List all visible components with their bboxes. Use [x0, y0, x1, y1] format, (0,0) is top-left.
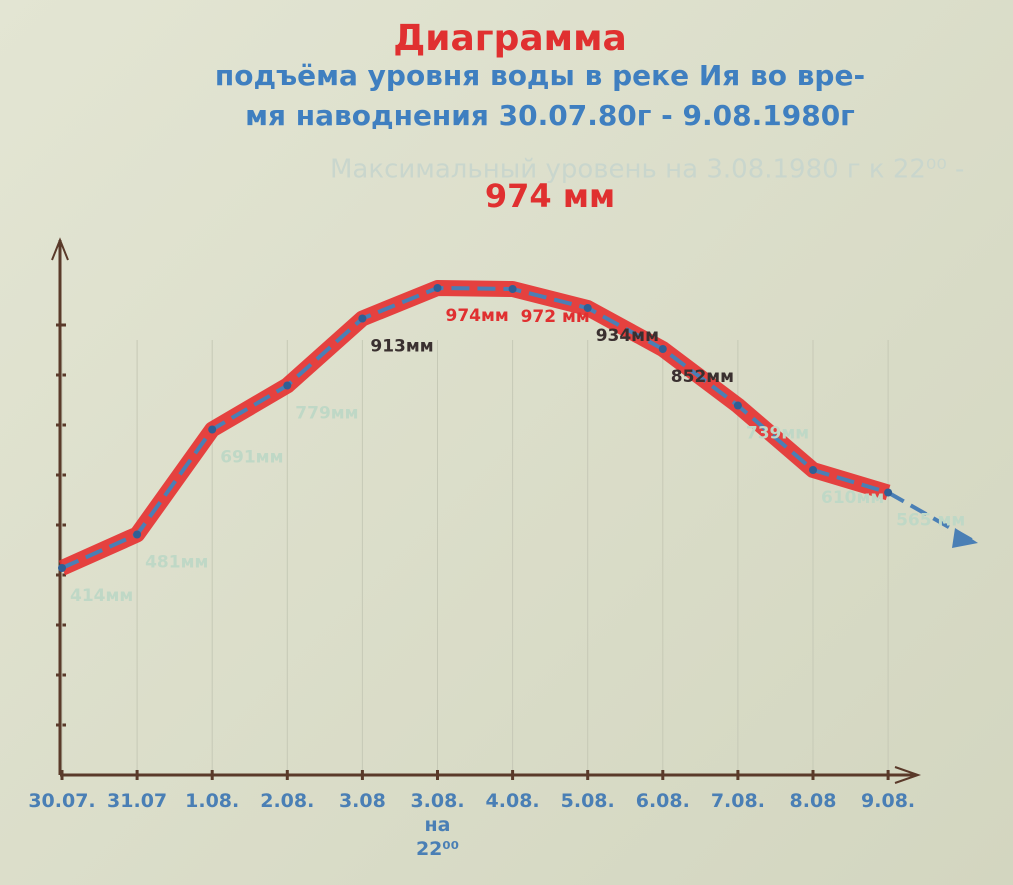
data-label: 974мм [446, 306, 509, 326]
x-tick-label: 7.08. [710, 790, 765, 812]
point [208, 425, 217, 434]
x-tick-label: 5.08. [560, 790, 615, 812]
data-label: 852мм [671, 367, 734, 387]
annotation-value: 974 мм [485, 177, 615, 215]
point [809, 466, 817, 474]
line [61, 285, 889, 570]
x-tick-label: 9.08. [861, 790, 916, 812]
x-tick-label: 31.07 [107, 790, 168, 812]
annotation: Максимальный уровень на 3.08.1980 г к 22… [330, 155, 964, 185]
x-tick-label: 4.08. [485, 790, 540, 812]
point [283, 381, 292, 390]
point [884, 488, 893, 497]
x-tick-label: 3.08 [338, 790, 386, 812]
data-label: 913мм [370, 337, 433, 357]
point [658, 345, 667, 353]
data-label: 565 мм [896, 511, 965, 531]
data-label: 739мм [746, 424, 809, 444]
x-tick-label: 1.08. [185, 790, 240, 812]
point [358, 314, 367, 323]
point [133, 530, 142, 539]
x-tick-label: 6.08. [635, 790, 690, 812]
x-tick-label: 3.08. на 22⁰⁰ [410, 790, 465, 860]
data-label: 934мм [596, 326, 659, 346]
line-arrowhead [952, 528, 978, 548]
chart-title: Диаграмма [393, 18, 627, 59]
chart-subtitle: мя наводнения 30.07.80г - 9.08.1980г [245, 99, 855, 132]
data-label: 610мм [821, 488, 884, 508]
point [58, 564, 66, 572]
point [583, 304, 592, 312]
x-tick-label: 2.08. [260, 790, 315, 812]
point [733, 401, 742, 410]
x-tick-label: 30.07. [28, 790, 96, 812]
point [433, 284, 442, 292]
data-label: 414мм [70, 586, 133, 606]
y-axis-arrow [51, 237, 69, 261]
data-label: 481мм [145, 553, 208, 573]
point [508, 285, 517, 293]
data-label: 972 мм [521, 307, 590, 327]
x-axis-arrow [894, 766, 922, 784]
data-label: 779мм [295, 404, 358, 424]
data-label: 691мм [220, 448, 283, 468]
x-tick-label: 8.08 [789, 790, 837, 812]
chart-subtitle: подъёма уровня воды в реке Ия во вре- [215, 59, 865, 92]
